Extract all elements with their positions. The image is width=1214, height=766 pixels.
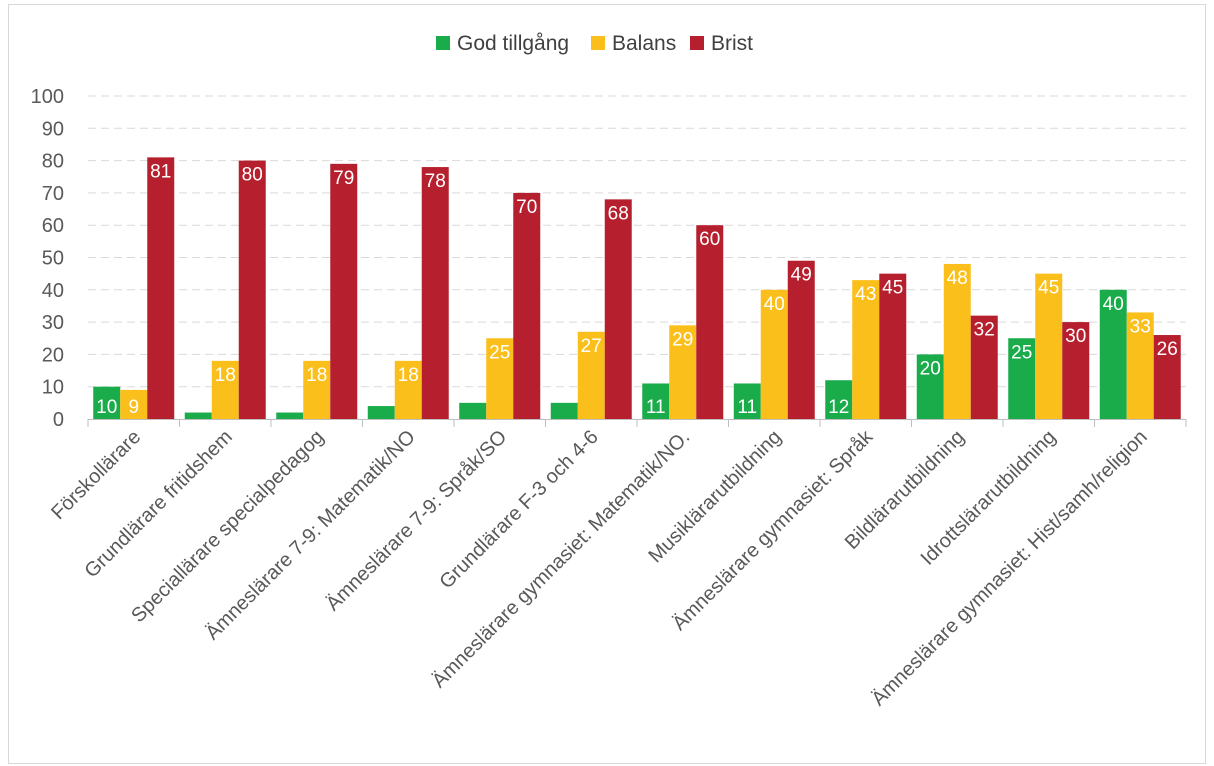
bar-balans (120, 389, 148, 419)
bar-balans (1035, 273, 1063, 419)
legend-swatch (690, 36, 704, 50)
bar-balans (486, 338, 514, 419)
data-label: 26 (1157, 339, 1178, 360)
data-label: 40 (764, 294, 785, 315)
data-label: 68 (608, 203, 629, 224)
bar-balans (303, 360, 331, 419)
bars (93, 157, 1181, 419)
data-label: 18 (398, 365, 419, 386)
y-tick-label: 70 (42, 183, 64, 205)
bar-god-tillgång (916, 354, 944, 419)
data-label: 40 (1103, 294, 1124, 315)
x-tick-label: Förskollärare (47, 426, 145, 524)
legend-label: Brist (711, 32, 753, 55)
bar-brist (787, 260, 815, 419)
data-label: 18 (215, 365, 236, 386)
y-tick-label: 50 (42, 248, 64, 270)
x-tick-label: Speciallärare specialpedagog (127, 426, 328, 627)
bar-god-tillgång (825, 380, 853, 419)
data-label: 79 (333, 168, 354, 189)
gridlines (88, 95, 1186, 388)
data-label: 20 (920, 358, 941, 379)
bar-brist (1153, 335, 1181, 419)
bar-brist (604, 199, 632, 419)
legend: God tillgång Balans Brist (436, 32, 753, 55)
legend-swatch (591, 36, 605, 50)
data-labels: 10 11 11 12 20 25 40 9 18 18 18 25 27 29 40 43 48 45 33 81 8… (96, 161, 1178, 418)
data-label: 12 (828, 397, 849, 418)
data-label: 18 (306, 365, 327, 386)
data-label: 33 (1130, 316, 1151, 337)
bar-god-tillgång (276, 412, 304, 419)
bar-balans (1126, 312, 1154, 419)
data-label: 25 (489, 342, 510, 363)
bar-brist (970, 315, 998, 419)
bar-god-tillgång (93, 386, 121, 419)
bar-brist (147, 157, 175, 419)
bar-god-tillgång (1099, 289, 1127, 419)
data-label: 45 (1038, 278, 1059, 299)
bar-brist (879, 273, 907, 419)
data-label: 29 (672, 329, 693, 350)
bar-brist (1062, 322, 1090, 419)
bar-brist (421, 167, 449, 419)
y-tick-label: 0 (53, 409, 64, 431)
data-label: 11 (646, 397, 666, 418)
legend-label: Balans (612, 32, 676, 55)
x-tick-label: Ämneslärare gymnasiet: Språk (668, 425, 878, 635)
bar-balans (760, 289, 788, 419)
data-label: 43 (855, 284, 876, 305)
legend-swatch (436, 36, 450, 50)
y-tick-label: 30 (42, 312, 64, 334)
bar-balans (943, 263, 971, 419)
data-label: 32 (974, 320, 995, 341)
bar-balans (852, 280, 880, 419)
bar-balans (394, 360, 422, 419)
bar-brist (513, 192, 541, 419)
bar-brist (696, 225, 724, 419)
data-label: 78 (425, 171, 446, 192)
data-label: 10 (96, 397, 117, 418)
data-label: 25 (1011, 342, 1032, 363)
y-tick-label: 40 (42, 280, 64, 302)
bar-balans (211, 360, 239, 419)
bar-god-tillgång (550, 402, 578, 419)
bar-balans (577, 331, 605, 419)
bar-god-tillgång (733, 383, 761, 419)
data-label: 9 (128, 397, 139, 418)
data-label: 49 (791, 265, 812, 286)
y-axis: 0 10 20 30 40 50 60 70 80 90 100 (31, 86, 64, 431)
x-tick-label: Grundlärare fritidshem (81, 426, 237, 582)
data-label: 30 (1065, 326, 1086, 347)
data-label: 45 (882, 278, 903, 299)
bar-god-tillgång (184, 412, 212, 419)
legend-label: God tillgång (457, 32, 569, 55)
y-tick-label: 60 (42, 215, 64, 237)
bar-god-tillgång (367, 406, 395, 419)
bar-god-tillgång (459, 402, 487, 419)
data-label: 81 (150, 161, 171, 182)
bar-brist (330, 163, 358, 419)
bar-balans (669, 325, 697, 419)
y-tick-label: 10 (42, 377, 64, 399)
bar-god-tillgång (1008, 338, 1036, 419)
x-tick-label: Ämneslärare 7-9: Språk/SO (322, 426, 511, 615)
data-label: 70 (516, 197, 537, 218)
data-label: 80 (242, 165, 263, 186)
data-label: 48 (947, 268, 968, 289)
y-tick-label: 90 (42, 118, 64, 140)
data-label: 11 (737, 397, 757, 418)
x-tick-label: Grundlärare F-3 och 4-6 (436, 426, 603, 593)
bar-god-tillgång (642, 383, 670, 419)
data-label: 60 (699, 229, 720, 250)
y-tick-label: 100 (31, 86, 64, 108)
bar-brist (238, 160, 266, 419)
y-tick-label: 20 (42, 344, 64, 366)
data-label: 27 (581, 336, 602, 357)
y-tick-label: 80 (42, 151, 64, 173)
